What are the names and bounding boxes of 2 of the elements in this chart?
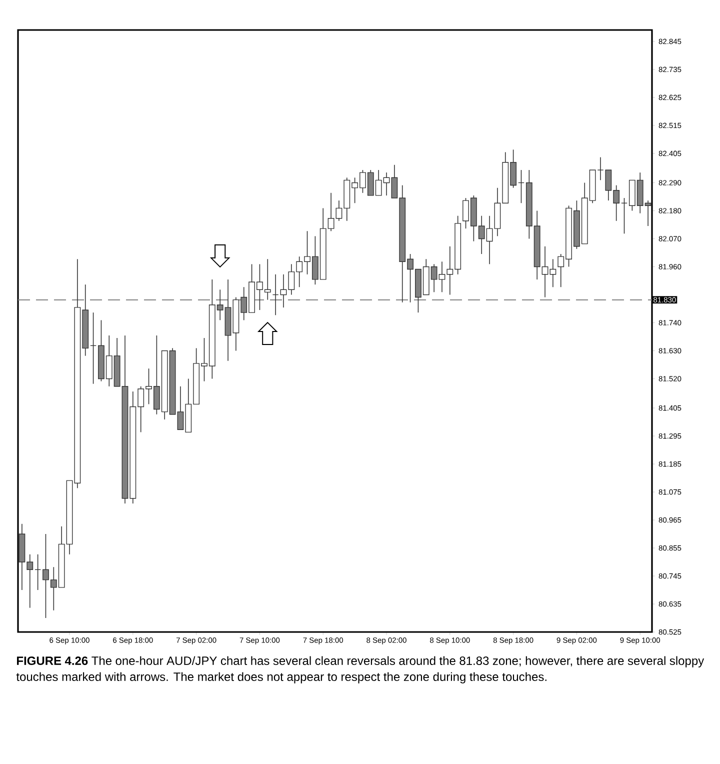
candlestick [621,198,628,234]
text: FIGURE 4.26 The one-hour AUD/JPY chart has several clean reversals around the 81.83 zone; however, there are several sloppy touches marked with arrows. The market does not appear to respect the zone during these touches. [16,656,704,684]
